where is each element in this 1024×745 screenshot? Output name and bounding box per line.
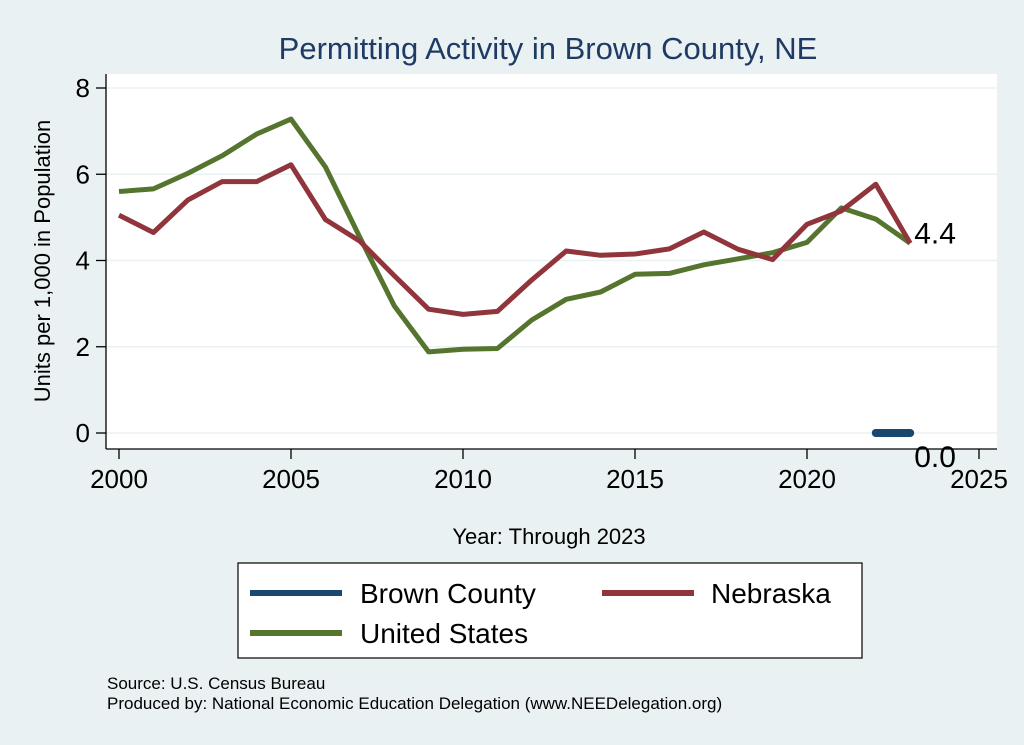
y-tick-label: 8	[76, 73, 90, 103]
legend-box	[237, 562, 863, 659]
y-tick-label: 0	[76, 418, 90, 448]
y-tick-label: 2	[76, 332, 90, 362]
end-labels: 4.4 0.0	[914, 217, 956, 474]
legend: Brown County Nebraska United States	[237, 562, 863, 659]
produced-by-note: Produced by: National Economic Education…	[107, 694, 722, 713]
series-line-nebraska	[117, 162, 913, 317]
x-tick-label: 2015	[606, 464, 664, 494]
x-axis-title: Year: Through 2023	[452, 524, 645, 549]
x-tick-label: 2025	[950, 464, 1008, 494]
x-tick-label: 2020	[778, 464, 836, 494]
end-label-brown-county: 0.0	[914, 441, 956, 474]
x-tick-label: 2005	[262, 464, 320, 494]
legend-label-united-states: United States	[360, 618, 528, 649]
x-tick-label: 2010	[434, 464, 492, 494]
y-axis-title: Units per 1,000 in Population	[30, 120, 55, 403]
axes: 0 2 4 6 8 2000 2005 2010 2015 2020 2025	[76, 73, 1008, 494]
legend-label-nebraska: Nebraska	[711, 578, 831, 609]
chart-title: Permitting Activity in Brown County, NE	[279, 31, 818, 66]
x-tick-label: 2000	[90, 464, 148, 494]
legend-label-brown-county: Brown County	[360, 578, 536, 609]
y-tick-label: 6	[76, 159, 90, 189]
series-layer	[117, 116, 915, 437]
source-note: Source: U.S. Census Bureau	[107, 674, 325, 693]
y-tick-label: 4	[76, 246, 90, 276]
end-label-nebraska: 4.4	[914, 217, 956, 250]
